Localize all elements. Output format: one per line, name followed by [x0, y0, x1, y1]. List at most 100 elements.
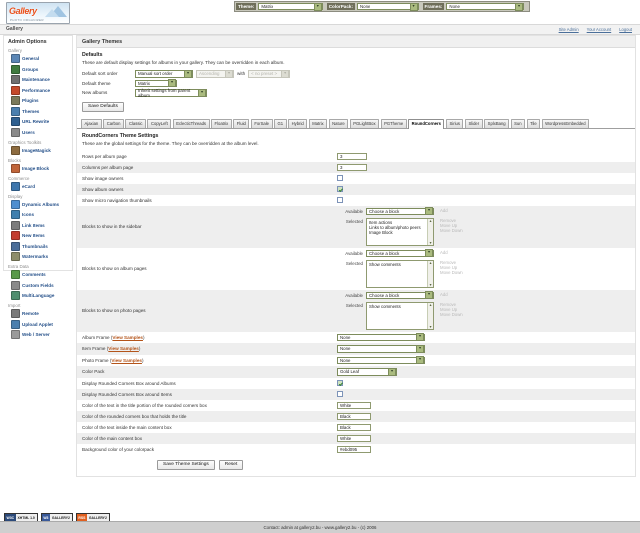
scroll-down-icon[interactable]: ▼ [428, 324, 433, 329]
remove-button[interactable]: Remove [440, 259, 457, 265]
sidebar-item-ecard[interactable]: eCard [11, 181, 69, 191]
sidebar-item-new-items[interactable]: New Items [11, 231, 69, 240]
tab-roundcorners[interactable]: RoundCorners [408, 118, 445, 129]
tab-pgtheme[interactable]: PGTheme [380, 118, 407, 128]
sidebar-item-groups[interactable]: Groups [11, 64, 69, 74]
remove-button[interactable]: Remove [440, 301, 457, 307]
sort-preset-select[interactable]: < no preset > ▼ [248, 69, 291, 78]
selected-blocks-listbox[interactable]: Show comments ▲ ▼ [366, 259, 434, 288]
setting-checkbox[interactable] [337, 185, 343, 192]
save-defaults-button[interactable]: Save Defaults [82, 101, 124, 112]
tab-hybrid[interactable]: Hybrid [288, 118, 308, 128]
sidebar-item-multilanguage[interactable]: MultiLanguage [11, 291, 69, 300]
link-your-account[interactable]: Your Account [586, 27, 612, 32]
sort-direction-select[interactable]: Ascending ▼ [196, 69, 234, 78]
toolbar-colorpack-select[interactable]: None ▼ [356, 2, 419, 11]
frame-select[interactable]: None ▼ [337, 344, 425, 353]
breadcrumb[interactable]: Gallery [6, 26, 23, 32]
sidebar-item-web-server[interactable]: Web / Server [11, 330, 69, 339]
tab-sirius[interactable]: Sirius [445, 118, 464, 128]
tab-tile[interactable]: Tile [526, 118, 541, 128]
tab-copyleft[interactable]: CopyLeft [147, 118, 172, 128]
add-block-button[interactable]: Add [440, 291, 448, 297]
sidebar-item-upload-applet[interactable]: Upload Applet [11, 319, 69, 329]
listbox-scrollbar[interactable]: ▲ ▼ [427, 260, 433, 287]
move-down-button[interactable]: Move Down [440, 270, 463, 276]
move-down-button[interactable]: Move Down [440, 312, 463, 318]
scroll-up-icon[interactable]: ▲ [428, 260, 433, 265]
frame-select[interactable]: None ▼ [337, 356, 425, 365]
tab-classic[interactable]: Classic [125, 118, 146, 128]
tab-pglightbox[interactable]: PGLightBox [349, 118, 380, 128]
move-up-button[interactable]: Move Up [440, 264, 458, 270]
sidebar-item-remote[interactable]: Remote [11, 309, 69, 318]
tab-ajaxian[interactable]: Ajaxian [81, 118, 102, 128]
tab-splxbang[interactable]: SplxBang [484, 118, 510, 128]
sidebar-item-imagemagick[interactable]: ImageMagick [11, 145, 69, 155]
tab-fluid[interactable]: Fluid [233, 118, 250, 128]
sidebar-item-dynamic-albums[interactable]: Dynamic Albums [11, 199, 69, 209]
sidebar-item-custom-fields[interactable]: Custom Fields [11, 280, 69, 290]
list-item[interactable]: Show comments [369, 261, 401, 267]
available-block-select[interactable]: Choose a block ▼ [366, 207, 434, 216]
setting-input[interactable]: 3 [337, 163, 367, 171]
sidebar-item-maintenance[interactable]: Maintenance [11, 75, 69, 84]
tab-matrix[interactable]: Matrix [308, 118, 328, 128]
rounded-checkbox[interactable] [337, 379, 343, 386]
frame-select[interactable]: None ▼ [337, 333, 425, 342]
sidebar-item-comments[interactable]: Comments [11, 270, 69, 279]
tab-sun[interactable]: Sun [510, 118, 526, 128]
available-block-select[interactable]: Choose a block ▼ [366, 291, 434, 300]
list-item[interactable]: Item actions [369, 219, 393, 225]
sidebar-item-thumbnails[interactable]: Thumbnails [11, 241, 69, 251]
sidebar-item-themes[interactable]: Themes [11, 106, 69, 116]
save-theme-settings-button[interactable]: Save Theme Settings [157, 459, 215, 470]
selected-blocks-listbox[interactable]: Show comments ▲ ▼ [366, 301, 434, 330]
sidebar-item-link-items[interactable]: Link Items [11, 220, 69, 230]
sidebar-item-performance[interactable]: Performance [11, 85, 69, 95]
color-input[interactable]: White [337, 401, 371, 409]
scroll-up-icon[interactable]: ▲ [428, 218, 433, 223]
color-input[interactable]: #ebd095 [337, 445, 371, 453]
add-block-button[interactable]: Add [440, 249, 448, 255]
default-theme-select[interactable]: Matrix ▼ [135, 79, 177, 88]
rounded-checkbox[interactable] [337, 390, 343, 397]
add-block-button[interactable]: Add [440, 207, 448, 213]
new-albums-select[interactable]: Inherit settings from parent album ▼ [135, 88, 207, 98]
listbox-scrollbar[interactable]: ▲ ▼ [427, 302, 433, 329]
remove-button[interactable]: Remove [440, 217, 457, 223]
link-site-admin[interactable]: Site Admin [558, 27, 579, 32]
move-down-button[interactable]: Move Down [440, 228, 463, 234]
move-up-button[interactable]: Move Up [440, 306, 458, 312]
toolbar-frames-select[interactable]: None ▼ [446, 2, 524, 11]
sidebar-item-watermarks[interactable]: Watermarks [11, 252, 69, 261]
list-item[interactable]: Image Block [369, 229, 393, 235]
default-sort-order-select[interactable]: Manual sort order ▼ [135, 69, 193, 78]
move-up-button[interactable]: Move Up [440, 222, 458, 228]
setting-input[interactable]: 3 [337, 152, 367, 160]
available-block-select[interactable]: Choose a block ▼ [366, 249, 434, 258]
setting-checkbox[interactable] [337, 196, 343, 203]
setting-checkbox[interactable] [337, 174, 343, 181]
link-logout[interactable]: Logout [619, 27, 632, 32]
scroll-down-icon[interactable]: ▼ [428, 282, 433, 287]
site-logo[interactable]: Gallery PHOTO ORGANIZER [6, 2, 70, 24]
toolbar-theme-select[interactable]: Matrix ▼ [258, 2, 323, 11]
view-samples-link[interactable]: View Samples [111, 357, 142, 363]
list-item[interactable]: Show comments [369, 303, 401, 309]
colorpack-select[interactable]: Gold Leaf ▼ [337, 367, 397, 376]
listbox-scrollbar[interactable]: ▲ ▼ [427, 218, 433, 245]
color-input[interactable]: White [337, 434, 371, 442]
selected-blocks-listbox[interactable]: Item actions Links to album/photo peers Im… [366, 217, 434, 246]
scroll-down-icon[interactable]: ▼ [428, 240, 433, 245]
scroll-up-icon[interactable]: ▲ [428, 302, 433, 307]
tab-slider[interactable]: Slider [464, 118, 483, 128]
reset-button[interactable]: Reset [218, 459, 244, 470]
sidebar-item-url-rewrite[interactable]: URL Rewrite [11, 117, 69, 126]
sidebar-item-users[interactable]: Users [11, 127, 69, 137]
tab-nature[interactable]: Nature [328, 118, 349, 128]
color-input[interactable]: Black [337, 423, 371, 431]
tab-eclecticthreads[interactable]: EclecticThreads [172, 118, 210, 128]
tab-carbon[interactable]: Carbon [103, 118, 124, 128]
tab-floatrix[interactable]: Floatrix [211, 118, 232, 128]
